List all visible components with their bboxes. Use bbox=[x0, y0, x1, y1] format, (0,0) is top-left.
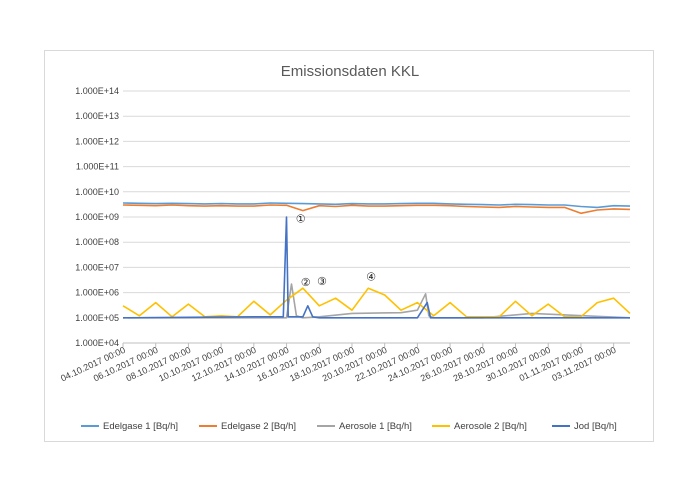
y-tick-label: 1.000E+05 bbox=[75, 313, 119, 323]
y-axis: 1.000E+04 1.000E+05 1.000E+06 1.000E+07 1.00… bbox=[75, 86, 119, 348]
annotation-marker: ③ bbox=[317, 276, 327, 288]
y-tick-label: 1.000E+12 bbox=[75, 136, 119, 146]
legend-label: Aerosole 2 [Bq/h] bbox=[454, 421, 527, 432]
annotation-marker: ② bbox=[301, 277, 311, 289]
y-tick-label: 1.000E+06 bbox=[75, 288, 119, 298]
y-tick-label: 1.000E+10 bbox=[75, 187, 119, 197]
y-tick-label: 1.000E+09 bbox=[75, 212, 119, 222]
legend-label: Jod [Bq/h] bbox=[574, 421, 617, 432]
series-line-5 bbox=[122, 216, 630, 319]
grid bbox=[123, 90, 630, 344]
annotation-marker: ① bbox=[296, 214, 306, 226]
series-line-2 bbox=[122, 204, 631, 215]
y-tick-label: 1.000E+04 bbox=[75, 338, 119, 348]
series-line-1 bbox=[122, 202, 631, 209]
legend-label: Edelgase 2 [Bq/h] bbox=[221, 421, 296, 432]
annotations: ① ② ③ ④ bbox=[296, 214, 376, 290]
legend-label: Edelgase 1 [Bq/h] bbox=[103, 421, 178, 432]
legend: Edelgase 1 [Bq/h] Edelgase 2 [Bq/h] Aeroso… bbox=[81, 421, 617, 432]
y-tick-label: 1.000E+13 bbox=[75, 111, 119, 121]
legend-label: Aerosole 1 [Bq/h] bbox=[339, 421, 412, 432]
chart-frame: Emissionsdaten KKL 1.000E+04 1.000E+05 1.0… bbox=[44, 50, 654, 442]
emissions-chart: Emissionsdaten KKL 1.000E+041.000E+051.0… bbox=[59, 63, 631, 432]
annotation-marker: ④ bbox=[366, 272, 376, 284]
y-tick-label: 1.000E+07 bbox=[75, 262, 119, 272]
y-tick-label: 1.000E+11 bbox=[76, 162, 119, 172]
chart-title: Emissionsdaten KKL bbox=[281, 63, 419, 80]
y-tick-label: 1.000E+14 bbox=[75, 86, 119, 96]
y-tick-label: 1.000E+08 bbox=[75, 237, 119, 247]
series-group bbox=[122, 202, 631, 319]
